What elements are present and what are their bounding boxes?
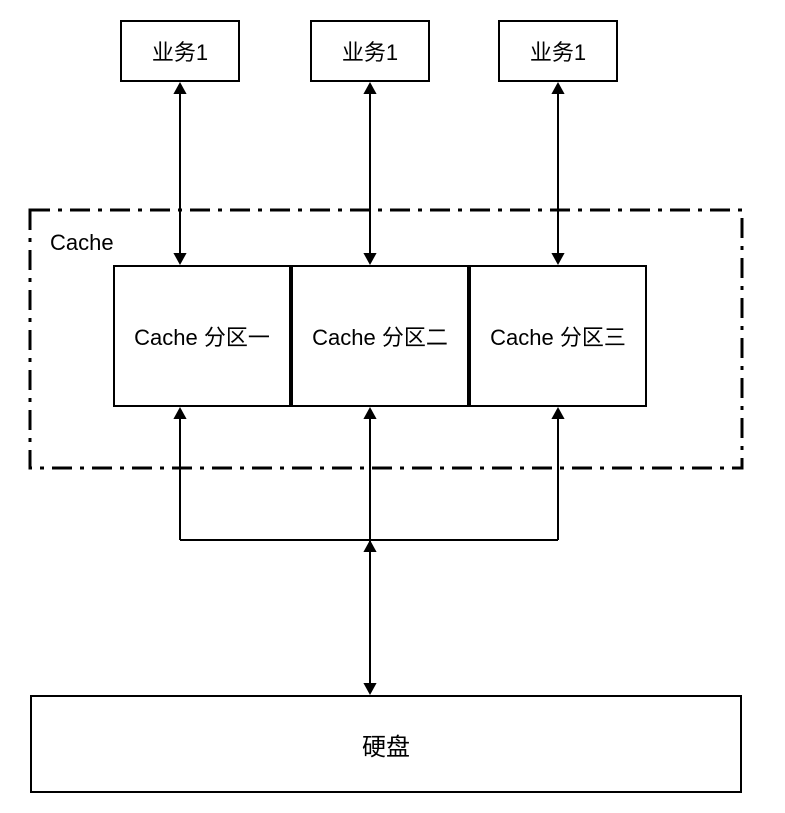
cache-partition-3: Cache 分区三 <box>469 265 647 407</box>
cache-partition-label: Cache 分区三 <box>490 320 626 352</box>
business-box-label: 业务1 <box>342 35 398 67</box>
business-box-label: 业务1 <box>530 35 586 67</box>
cache-partition-2: Cache 分区二 <box>291 265 469 407</box>
diagram-canvas: Cache 业务1 业务1 业务1 Cache 分区一 Cache 分区二 Cache 分区… <box>0 0 785 813</box>
cache-partition-1: Cache 分区一 <box>113 265 291 407</box>
disk-box-label: 硬盘 <box>362 727 410 762</box>
business-box-label: 业务1 <box>152 35 208 67</box>
cache-partition-label: Cache 分区一 <box>134 320 270 352</box>
disk-box: 硬盘 <box>30 695 742 793</box>
cache-partition-label: Cache 分区二 <box>312 320 448 352</box>
cache-container-label: Cache <box>50 230 114 256</box>
business-box-2: 业务1 <box>310 20 430 82</box>
business-box-1: 业务1 <box>120 20 240 82</box>
business-box-3: 业务1 <box>498 20 618 82</box>
